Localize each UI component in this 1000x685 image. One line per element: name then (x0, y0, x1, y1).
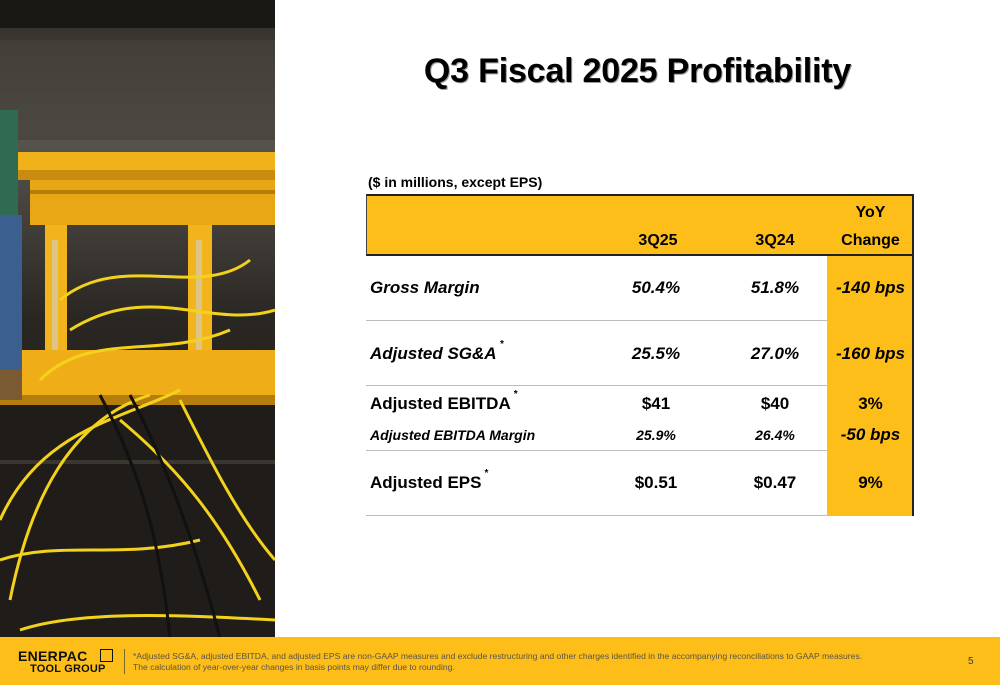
adjusted-ebitda-margin-3q25: 25.9% (636, 427, 676, 443)
gross-margin-3q25: 50.4% (631, 278, 681, 297)
footer-divider (124, 649, 125, 674)
logo-mark-icon (100, 649, 113, 662)
row-divider (366, 385, 827, 386)
industrial-photo (0, 0, 275, 638)
row-label-adjusted-ebitda-margin: Adjusted EBITDA Margin (370, 427, 536, 443)
logo-line1: ENERPAC (18, 648, 88, 664)
table-header (366, 194, 914, 256)
adjusted-ebitda-3q24: $40 (760, 394, 790, 413)
header-3q24: 3Q24 (755, 232, 795, 249)
gross-margin-3q24: 51.8% (750, 278, 800, 297)
row-divider (366, 515, 827, 516)
header-3q25: 3Q25 (638, 232, 678, 249)
yoy-column-highlight (827, 256, 914, 516)
row-label-adjusted-ebitda: Adjusted EBITDA * (370, 389, 518, 413)
header-change: Change (841, 232, 900, 249)
profitability-table: 3Q25 3Q24 YoY Change Gross Margin 50.4% … (366, 194, 914, 516)
logo-line2: TOOL GROUP (30, 663, 106, 675)
row-label-adjusted-eps: Adjusted EPS * (370, 468, 489, 492)
table-subtitle: ($ in millions, except EPS) (368, 174, 543, 190)
adjusted-eps-3q25: $0.51 (634, 473, 678, 492)
adjusted-sga-yoy: -160 bps (836, 344, 905, 363)
slide-title: Q3 Fiscal 2025 Profitability (423, 52, 852, 90)
row-label-adjusted-sga: Adjusted SG&A * (370, 339, 504, 363)
footnote: *Adjusted SG&A, adjusted EBITDA, and adj… (133, 651, 862, 673)
row-label-gross-margin: Gross Margin (370, 278, 480, 297)
adjusted-ebitda-margin-3q24: 26.4% (755, 427, 795, 443)
adjusted-sga-3q24: 27.0% (750, 344, 800, 363)
footer-bar: ENERPAC TOOL GROUP *Adjusted SG&A, adjus… (0, 637, 1000, 685)
footnote-line1: *Adjusted SG&A, adjusted EBITDA, and adj… (133, 651, 863, 661)
adjusted-ebitda-yoy: 3% (858, 394, 883, 413)
adjusted-ebitda-3q25: $41 (641, 394, 671, 413)
company-logo: ENERPAC TOOL GROUP (18, 648, 118, 676)
row-divider (366, 450, 827, 451)
page-number: 5 (968, 656, 974, 667)
adjusted-eps-3q24: $0.47 (753, 473, 797, 492)
row-divider (366, 320, 827, 321)
adjusted-eps-yoy: 9% (858, 473, 883, 492)
footnote-line2: The calculation of year-over-year change… (133, 662, 455, 672)
adjusted-sga-3q25: 25.5% (631, 344, 681, 363)
gross-margin-yoy: -140 bps (836, 278, 905, 297)
header-yoy: YoY (855, 204, 886, 221)
adjusted-ebitda-margin-yoy: -50 bps (840, 425, 901, 444)
